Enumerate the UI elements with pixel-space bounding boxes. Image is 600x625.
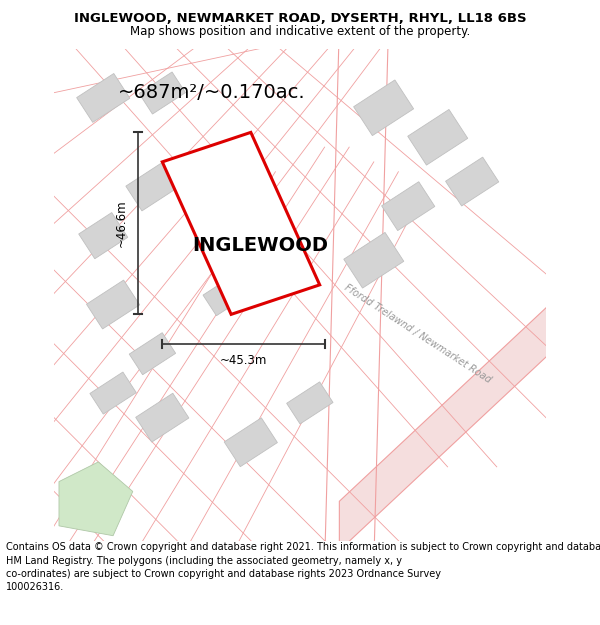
Text: ~45.3m: ~45.3m xyxy=(220,354,267,367)
Text: INGLEWOOD, NEWMARKET ROAD, DYSERTH, RHYL, LL18 6BS: INGLEWOOD, NEWMARKET ROAD, DYSERTH, RHYL… xyxy=(74,12,526,25)
Polygon shape xyxy=(136,393,189,442)
Polygon shape xyxy=(162,132,320,314)
Polygon shape xyxy=(79,213,128,259)
Polygon shape xyxy=(408,109,468,165)
Polygon shape xyxy=(382,182,435,231)
Text: Contains OS data © Crown copyright and database right 2021. This information is : Contains OS data © Crown copyright and d… xyxy=(6,542,600,592)
Polygon shape xyxy=(59,462,133,536)
Polygon shape xyxy=(446,157,499,206)
Polygon shape xyxy=(340,285,571,551)
Text: ~687m²/~0.170ac.: ~687m²/~0.170ac. xyxy=(118,83,305,102)
Polygon shape xyxy=(129,332,176,375)
Polygon shape xyxy=(139,72,185,114)
Polygon shape xyxy=(344,232,404,288)
Text: ~46.6m: ~46.6m xyxy=(115,199,128,247)
Polygon shape xyxy=(126,162,179,211)
Polygon shape xyxy=(353,80,413,136)
Polygon shape xyxy=(90,372,136,414)
Text: Map shows position and indicative extent of the property.: Map shows position and indicative extent… xyxy=(130,25,470,38)
Polygon shape xyxy=(224,418,277,467)
Polygon shape xyxy=(77,74,130,122)
Polygon shape xyxy=(203,274,250,316)
Polygon shape xyxy=(239,216,282,256)
Polygon shape xyxy=(287,382,333,424)
Text: Ffordd Trelawnd / Newmarket Road: Ffordd Trelawnd / Newmarket Road xyxy=(343,282,493,385)
Text: INGLEWOOD: INGLEWOOD xyxy=(193,236,329,255)
Polygon shape xyxy=(86,280,140,329)
